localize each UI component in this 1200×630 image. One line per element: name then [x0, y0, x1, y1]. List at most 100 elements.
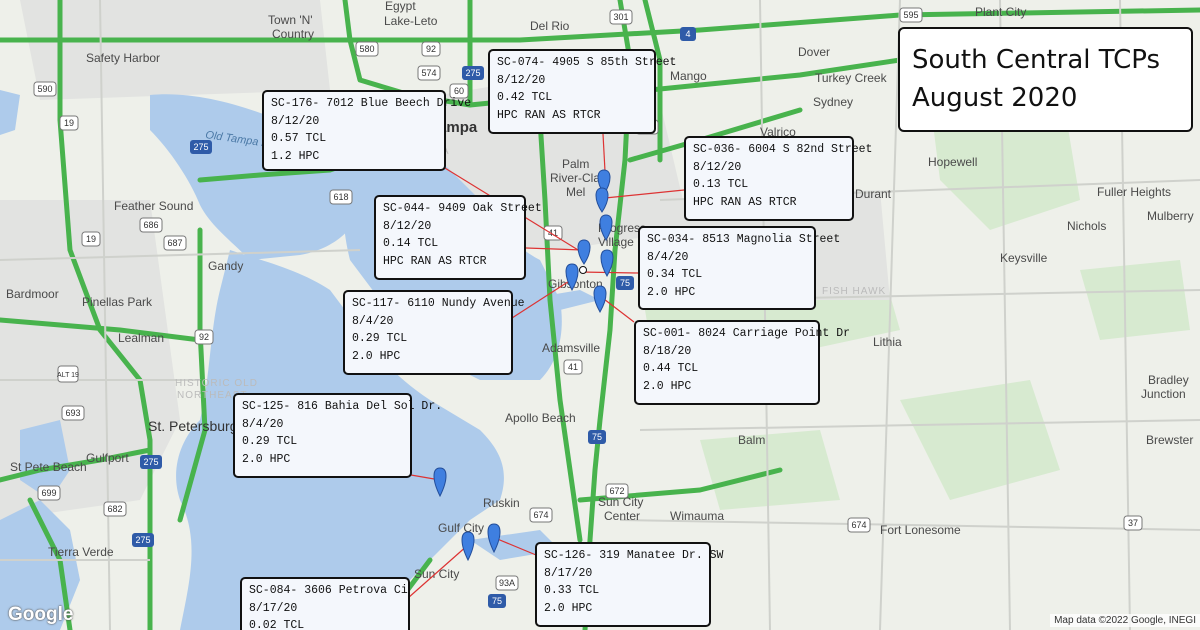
callout-line: 0.34 TCL	[647, 268, 703, 281]
callout-sc-001: SC-001- 8024 Carriage Point Dr 8/18/20 0…	[634, 320, 851, 405]
place-wimauma: Wimauma	[670, 509, 724, 523]
place-palm-river-1: Palm	[562, 157, 589, 171]
marker-sc-036[interactable]	[595, 187, 609, 213]
svg-text:574: 574	[421, 68, 436, 78]
callout-line: 0.44 TCL	[643, 362, 699, 375]
place-keysville: Keysville	[1000, 251, 1048, 265]
callout-line: 8/12/20	[383, 219, 432, 233]
callout-line: SC-034- 8513 Magnolia Street	[647, 233, 841, 246]
shield-590: 590	[33, 81, 57, 97]
svg-text:19: 19	[64, 118, 74, 128]
place-bradley-1: Bradley	[1148, 373, 1189, 387]
place-dover: Dover	[798, 45, 830, 59]
place-pinellas-park: Pinellas Park	[82, 295, 153, 309]
callout-line: HPC RAN AS RTCR	[693, 195, 797, 209]
shield-93a: 93A	[495, 575, 519, 591]
title-line-1: South Central TCPs	[912, 45, 1161, 75]
callout-line: SC-074- 4905 S 85th Street	[497, 56, 677, 69]
place-feather-sound: Feather Sound	[114, 199, 193, 213]
svg-text:275: 275	[135, 535, 150, 545]
callout-sc-044: SC-044- 9409 Oak Street 8/12/20 0.14 TCL…	[374, 195, 542, 280]
shield-674-b: 674	[847, 517, 871, 533]
place-adamsville: Adamsville	[542, 341, 600, 355]
shield-i275-b: 275	[190, 140, 212, 154]
marker-sc-034[interactable]	[600, 249, 614, 278]
callout-line: SC-044- 9409 Oak Street	[383, 202, 542, 215]
callout-line: 8/12/20	[497, 73, 546, 87]
shield-i275-d: 275	[132, 533, 154, 547]
place-turkey-creek: Turkey Creek	[815, 71, 888, 85]
shield-574: 574	[417, 65, 441, 81]
place-sydney: Sydney	[813, 95, 853, 109]
svg-text:37: 37	[1128, 518, 1138, 528]
place-st-petersburg: St. Petersburg	[148, 418, 238, 434]
place-hopewell: Hopewell	[928, 155, 977, 169]
place-bradley-2: Junction	[1141, 387, 1186, 401]
place-brewster: Brewster	[1146, 433, 1193, 447]
place-historic-1: HISTORIC OLD	[175, 378, 258, 389]
map-attribution[interactable]: Map data ©2022 Google, INEGI	[1050, 614, 1200, 627]
marker-sc-125[interactable]	[433, 467, 447, 498]
svg-text:674: 674	[533, 510, 548, 520]
shield-301-a: 301	[609, 9, 633, 25]
shield-674-a: 674	[529, 507, 553, 523]
svg-text:590: 590	[37, 84, 52, 94]
place-gulfport: Gulfport	[86, 451, 129, 465]
shield-i275-a: 275	[462, 66, 484, 80]
place-fish-hawk: FISH HAWK	[822, 286, 886, 297]
svg-text:595: 595	[903, 10, 918, 20]
markers[interactable]	[433, 169, 614, 562]
marker-sc-176[interactable]	[577, 239, 591, 274]
callout-line: 8/4/20	[647, 250, 689, 264]
shield-i75-c: 75	[488, 594, 506, 608]
place-sun-city: Sun City	[414, 567, 459, 581]
shield-60: 60	[449, 83, 469, 99]
callout-line: 0.13 TCL	[693, 178, 749, 191]
shield-92-b: 92	[194, 329, 214, 345]
place-lealman: Lealman	[118, 331, 164, 345]
marker-sc-126[interactable]	[487, 523, 501, 554]
callout-line: 1.2 HPC	[271, 149, 320, 163]
place-apollo-beach: Apollo Beach	[505, 411, 576, 425]
shield-i4-east: 595	[899, 7, 923, 23]
svg-text:699: 699	[41, 488, 56, 498]
svg-text:41: 41	[548, 228, 558, 238]
callout-sc-126: SC-126- 319 Manatee Dr. SW 8/17/20 0.33 …	[535, 542, 723, 627]
title-line-2: August 2020	[912, 83, 1078, 113]
svg-text:75: 75	[620, 278, 630, 288]
place-palm-river-3: Mel	[566, 185, 585, 199]
svg-text:60: 60	[454, 86, 464, 96]
place-fuller-heights: Fuller Heights	[1097, 185, 1171, 199]
place-balm: Balm	[738, 433, 765, 447]
svg-text:41: 41	[568, 362, 578, 372]
svg-text:674: 674	[851, 520, 866, 530]
callout-sc-176: SC-176- 7012 Blue Beech Drive 8/12/20 0.…	[262, 90, 471, 171]
svg-text:693: 693	[65, 408, 80, 418]
callout-sc-036: SC-036- 6004 S 82nd Street 8/12/20 0.13 …	[684, 136, 873, 221]
marker-sc-117[interactable]	[565, 263, 579, 292]
callout-line: HPC RAN AS RTCR	[383, 254, 487, 268]
callout-line: 2.0 HPC	[647, 285, 696, 299]
callout-line: 8/18/20	[643, 344, 692, 358]
place-egypt-2: Lake-Leto	[384, 14, 438, 28]
shield-i4: 4	[680, 27, 696, 41]
place-historic-2: NORTHEAST	[177, 390, 248, 401]
callout-line: 0.42 TCL	[497, 91, 553, 104]
callout-line: SC-036- 6004 S 82nd Street	[693, 143, 873, 156]
callout-line: 8/17/20	[249, 601, 298, 615]
shield-699: 699	[37, 485, 61, 501]
marker-sc-044[interactable]	[599, 214, 613, 241]
callout-line: SC-001- 8024 Carriage Point Dr	[643, 327, 851, 340]
marker-sc-084[interactable]	[461, 531, 475, 562]
shield-682: 682	[103, 501, 127, 517]
map-title-box: South Central TCPs August 2020	[898, 27, 1193, 132]
place-ruskin: Ruskin	[483, 496, 520, 510]
svg-text:93A: 93A	[499, 578, 515, 588]
place-gulf-city: Gulf City	[438, 521, 484, 535]
shield-672: 672	[605, 483, 629, 499]
place-progress-2: Village	[598, 235, 634, 249]
marker-sc-001[interactable]	[593, 285, 607, 314]
svg-text:92: 92	[426, 44, 436, 54]
callout-line: SC-125- 816 Bahia Del Sol Dr.	[242, 400, 443, 413]
